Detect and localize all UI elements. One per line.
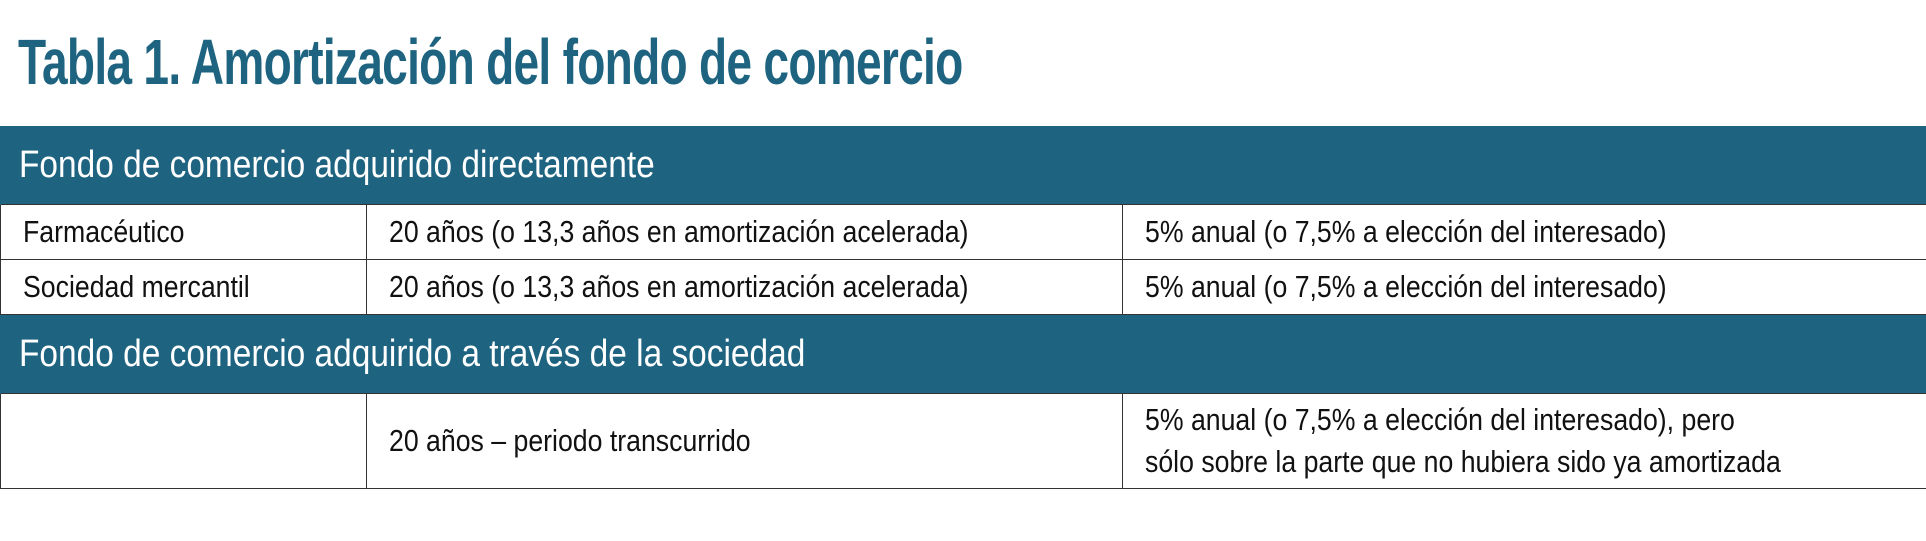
section-heading: Fondo de comercio adquirido directamente bbox=[0, 126, 1926, 205]
cell-periodo: 20 años (o 13,3 años en amortización ace… bbox=[366, 259, 1123, 315]
table-row: Farmacéutico 20 años (o 13,3 años en amo… bbox=[0, 204, 1926, 260]
cell-tasa-text: 5% anual (o 7,5% a elección del interesa… bbox=[1145, 269, 1667, 304]
section-heading-text: Fondo de comercio adquirido directamente bbox=[19, 143, 655, 186]
section-header-sociedad: Fondo de comercio adquirido a través de … bbox=[0, 314, 1926, 394]
amortization-table: Fondo de comercio adquirido directamente… bbox=[0, 126, 1926, 489]
cell-tasa: 5% anual (o 7,5% a elección del interesa… bbox=[1122, 393, 1926, 489]
cell-tasa-line1: 5% anual (o 7,5% a elección del interesa… bbox=[1145, 402, 1735, 437]
cell-periodo: 20 años – periodo transcurrido bbox=[366, 393, 1123, 489]
cell-periodo-text: 20 años (o 13,3 años en amortización ace… bbox=[389, 214, 969, 249]
cell-tasa-text: 5% anual (o 7,5% a elección del interesa… bbox=[1145, 214, 1667, 249]
cell-tasa: 5% anual (o 7,5% a elección del interesa… bbox=[1122, 204, 1926, 260]
cell-tasa-line2: sólo sobre la parte que no hubiera sido … bbox=[1145, 444, 1781, 479]
cell-tasa: 5% anual (o 7,5% a elección del interesa… bbox=[1122, 259, 1926, 315]
table-row: 20 años – periodo transcurrido 5% anual … bbox=[0, 393, 1926, 489]
table-title: Tabla 1. Amortización del fondo de comer… bbox=[18, 26, 963, 98]
cell-tipo: Sociedad mercantil bbox=[0, 259, 367, 315]
section-heading: Fondo de comercio adquirido a través de … bbox=[0, 314, 1926, 394]
cell-tipo-text: Sociedad mercantil bbox=[23, 269, 250, 304]
cell-periodo: 20 años (o 13,3 años en amortización ace… bbox=[366, 204, 1123, 260]
table-row: Sociedad mercantil 20 años (o 13,3 años … bbox=[0, 259, 1926, 315]
cell-periodo-text: 20 años (o 13,3 años en amortización ace… bbox=[389, 269, 969, 304]
cell-tipo bbox=[0, 393, 367, 489]
section-heading-text: Fondo de comercio adquirido a través de … bbox=[19, 332, 806, 375]
cell-periodo-text: 20 años – periodo transcurrido bbox=[389, 423, 751, 458]
cell-tipo: Farmacéutico bbox=[0, 204, 367, 260]
cell-tipo-text: Farmacéutico bbox=[23, 214, 185, 249]
section-header-direct: Fondo de comercio adquirido directamente bbox=[0, 126, 1926, 205]
